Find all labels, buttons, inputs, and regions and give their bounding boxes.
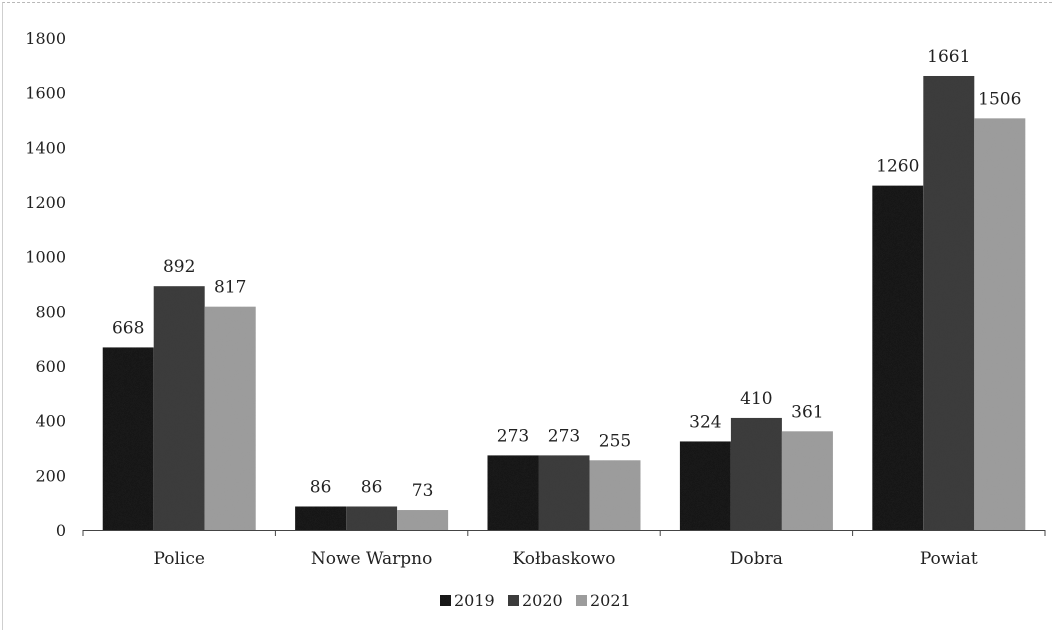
data-labels: 668 892 817 86 86 73 273 273 255 324 410 361 1260 166… (112, 47, 1021, 501)
data-label: 273 (548, 426, 580, 446)
bar (295, 506, 347, 530)
data-label: 255 (599, 431, 631, 451)
data-label: 73 (412, 481, 434, 501)
data-label: 86 (361, 477, 383, 497)
x-tick-label: Police (153, 549, 204, 569)
y-tick-label: 1800 (25, 29, 66, 48)
bar (102, 347, 154, 530)
data-label: 86 (310, 477, 332, 497)
data-label: 1506 (978, 89, 1021, 109)
data-label: 668 (112, 318, 144, 338)
x-tick-label: Kołbaskowo (512, 549, 615, 569)
bar (153, 286, 205, 530)
y-tick-label: 600 (35, 357, 66, 376)
bar (204, 306, 256, 530)
legend-swatch (508, 595, 519, 606)
y-tick-label: 1400 (25, 138, 66, 157)
data-label: 1661 (927, 47, 970, 67)
legend-label: 2021 (590, 591, 631, 610)
bar (781, 431, 833, 530)
y-tick-label: 400 (35, 412, 66, 431)
bar (397, 510, 449, 530)
legend: 2019 2020 2021 (440, 591, 631, 610)
data-label: 273 (497, 426, 529, 446)
x-tick-label: Nowe Warpno (311, 549, 432, 569)
y-tick-label: 800 (35, 302, 66, 321)
bar (679, 441, 731, 530)
bar (872, 185, 924, 530)
bar (589, 460, 641, 530)
legend-swatch (440, 595, 451, 606)
y-tick-label: 200 (35, 466, 66, 485)
y-tick-label: 1600 (25, 84, 66, 103)
bar (923, 75, 975, 530)
bar (538, 455, 590, 530)
legend-label: 2019 (454, 591, 495, 610)
data-label: 410 (740, 389, 772, 409)
bars (102, 75, 1026, 531)
y-tick-label: 1200 (25, 193, 66, 212)
bar (487, 455, 539, 530)
y-tick-label: 0 (56, 521, 66, 540)
bar (730, 417, 782, 530)
legend-label: 2020 (522, 591, 563, 610)
bar (974, 118, 1026, 531)
y-tick-label: 1000 (25, 248, 66, 267)
legend-swatch (576, 595, 587, 606)
x-axis: Police Nowe Warpno Kołbaskowo Dobra Powiat (82, 530, 1046, 569)
data-label: 817 (214, 278, 246, 298)
x-tick-label: Powiat (920, 549, 978, 569)
data-label: 892 (163, 257, 195, 277)
bar (346, 506, 398, 530)
data-label: 1260 (876, 157, 919, 177)
y-axis: 0 200 400 600 800 1000 1200 1400 1600 1800 (25, 29, 66, 540)
data-label: 361 (791, 402, 823, 422)
x-tick-label: Dobra (730, 549, 783, 569)
data-label: 324 (689, 412, 721, 432)
